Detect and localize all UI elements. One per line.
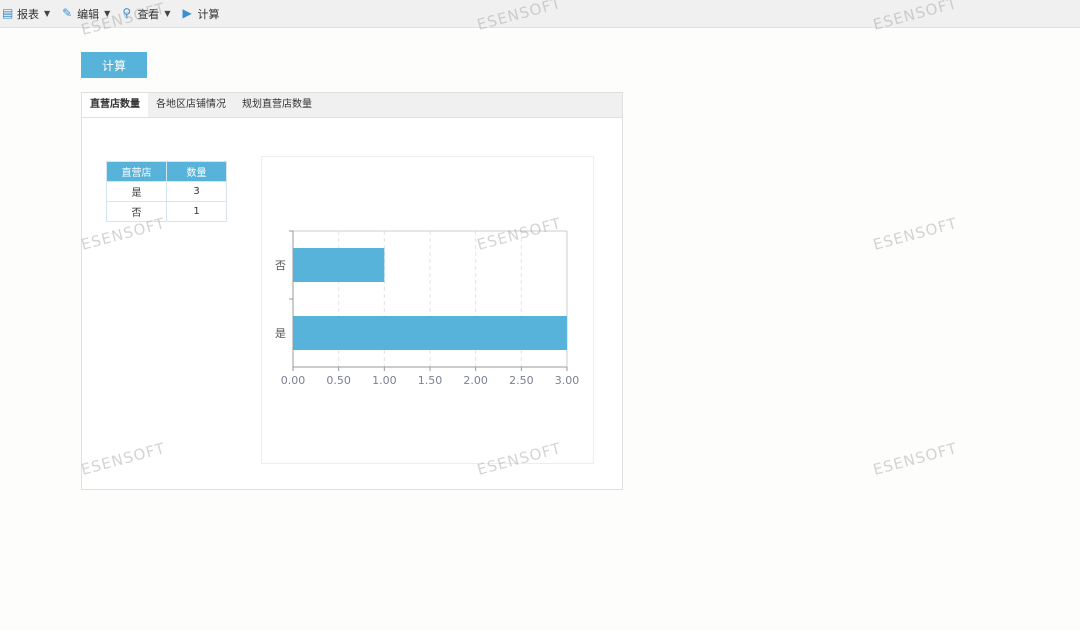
- calculate-toolbar-button[interactable]: ▶ 计算: [182, 6, 220, 21]
- x-tick-label: 1.50: [418, 374, 443, 387]
- watermark: ESENSOFT: [871, 439, 960, 479]
- y-tick-label: 否: [275, 259, 286, 272]
- bar-否: [293, 248, 385, 282]
- cell: 否: [106, 201, 167, 222]
- cell: 1: [166, 201, 227, 222]
- pencil-icon: ✎: [62, 6, 73, 20]
- bar-chart: 0.00 0.50 1.00 1.50 2.00 2.50 3.00 否是: [275, 230, 580, 387]
- search-icon: ⚲: [122, 6, 132, 20]
- caret-down-icon: ▼: [164, 9, 171, 18]
- calculate-button[interactable]: 计算: [81, 52, 147, 78]
- y-tick-label: 是: [275, 327, 286, 340]
- toolbar: ▤ 报表 ▼ ✎ 编辑 ▼ ⚲ 查看 ▼ ▶ 计算: [0, 0, 1080, 28]
- x-tick-label: 1.00: [372, 374, 397, 387]
- x-tick-label: 0.50: [326, 374, 351, 387]
- chart-container: 0.00 0.50 1.00 1.50 2.00 2.50 3.00 否是: [261, 156, 594, 464]
- x-tick-label: 2.00: [463, 374, 488, 387]
- caret-down-icon: ▼: [104, 9, 111, 18]
- report-menu[interactable]: ▤ 报表 ▼: [2, 6, 51, 21]
- tab-direct-store-count[interactable]: 直营店数量: [82, 93, 148, 117]
- tab-planned-direct-stores[interactable]: 规划直营店数量: [242, 99, 312, 110]
- cell: 3: [166, 181, 227, 202]
- view-menu[interactable]: ⚲ 查看 ▼: [122, 6, 171, 21]
- caret-down-icon: ▼: [44, 9, 51, 18]
- column-header: 数量: [166, 161, 227, 182]
- x-tick-label: 0.00: [281, 374, 306, 387]
- x-tick-label: 3.00: [555, 374, 580, 387]
- tab-bar: 直营店数量 各地区店铺情况 规划直营店数量: [82, 93, 622, 118]
- x-tick-label: 2.50: [509, 374, 534, 387]
- edit-menu[interactable]: ✎ 编辑 ▼: [62, 6, 111, 21]
- cell: 是: [106, 181, 167, 202]
- watermark: ESENSOFT: [871, 214, 960, 254]
- bar-是: [293, 316, 567, 350]
- tab-regional-stores[interactable]: 各地区店铺情况: [156, 99, 226, 110]
- play-icon: ▶: [182, 6, 192, 20]
- column-header: 直营店: [106, 161, 167, 182]
- report-icon: ▤: [2, 6, 14, 20]
